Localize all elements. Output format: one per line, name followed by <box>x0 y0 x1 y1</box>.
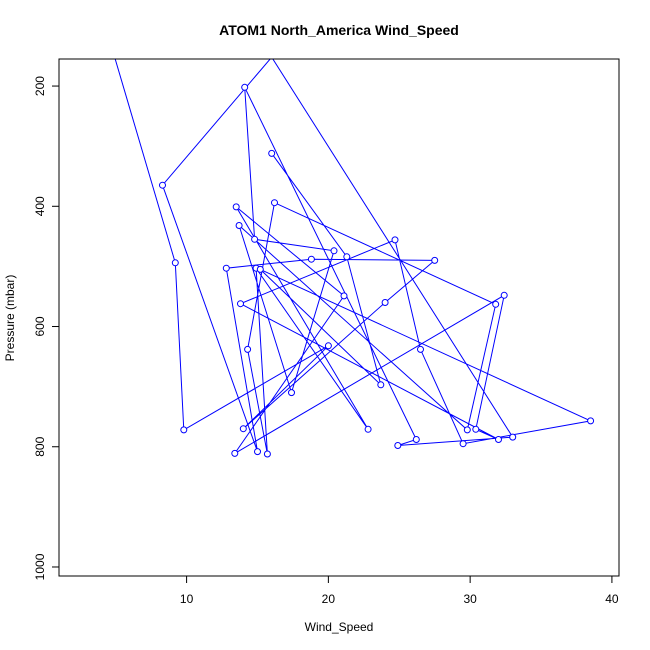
data-point <box>263 450 271 458</box>
data-point <box>235 222 243 229</box>
data-point <box>472 425 480 433</box>
series-line <box>114 59 593 455</box>
data-point <box>330 247 338 255</box>
data-point <box>271 199 278 207</box>
data-point <box>256 265 264 273</box>
x-axis-label: Wind_Speed <box>305 620 374 634</box>
data-point <box>288 389 295 397</box>
data-point <box>463 426 471 434</box>
data-point <box>394 442 402 449</box>
data-point <box>459 440 467 448</box>
x-tick-label: 30 <box>463 592 477 606</box>
data-point <box>171 259 179 267</box>
y-tick-label: 800 <box>33 436 47 456</box>
data-point <box>391 236 399 244</box>
data-point <box>340 292 348 300</box>
data-point <box>237 300 244 308</box>
data-point <box>180 426 188 434</box>
y-tick-label: 400 <box>33 196 47 216</box>
x-tick-label: 40 <box>605 592 619 606</box>
data-point <box>381 299 389 306</box>
data-point <box>495 436 502 443</box>
data-point <box>377 381 385 389</box>
data-point <box>239 425 247 433</box>
data-point <box>509 433 517 441</box>
data-point <box>343 253 351 261</box>
x-tick-label: 20 <box>322 592 336 606</box>
data-point <box>222 264 230 272</box>
data-point <box>500 291 508 299</box>
x-tick-label: 10 <box>180 592 194 606</box>
data-point <box>417 345 424 353</box>
data-point <box>307 255 315 263</box>
data-point <box>268 149 276 157</box>
data-point <box>232 203 240 211</box>
data-point <box>364 425 372 433</box>
chart-title: ATOM1 North_America Wind_Speed <box>219 22 459 38</box>
data-point <box>431 256 439 264</box>
data-point <box>412 436 420 443</box>
data-point <box>587 417 595 425</box>
plot-frame <box>58 58 620 577</box>
data-point <box>324 342 332 350</box>
y-tick-label: 1000 <box>33 553 47 580</box>
x-axis: 10 20 30 40 <box>180 575 619 606</box>
data-point <box>231 449 239 457</box>
series-line-group <box>114 59 593 455</box>
y-tick-label: 600 <box>33 316 47 336</box>
data-point <box>159 181 166 189</box>
plot-clip <box>114 59 593 455</box>
data-points <box>159 83 595 458</box>
data-point <box>254 448 261 456</box>
data-point <box>492 300 500 308</box>
y-axis-label: Pressure (mbar) <box>3 275 17 362</box>
y-axis: 200 400 600 800 1000 <box>33 76 60 580</box>
data-point <box>241 83 249 91</box>
data-point <box>251 235 259 243</box>
y-tick-label: 200 <box>33 76 47 96</box>
data-point <box>244 345 252 353</box>
